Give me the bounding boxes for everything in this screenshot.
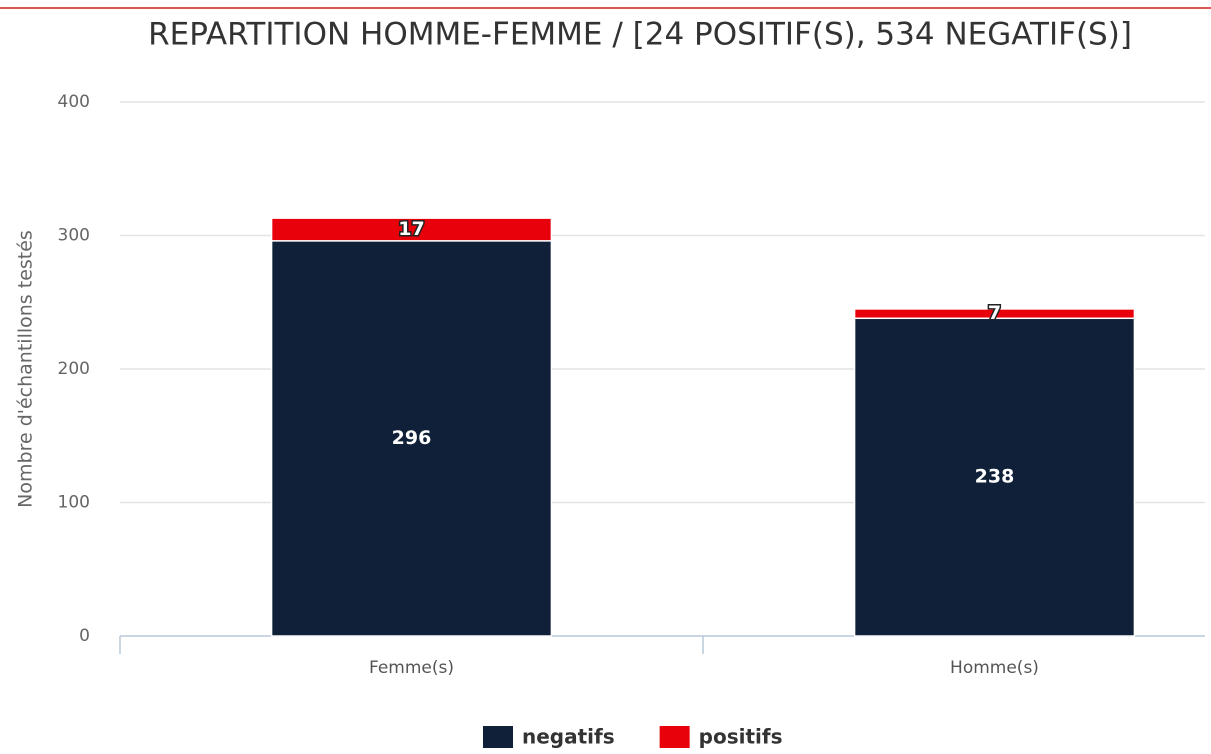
- legend-swatch: [483, 726, 513, 748]
- y-tick-label: 400: [58, 92, 90, 112]
- legend-label: negatifs: [522, 725, 615, 749]
- bar-segment: [853, 308, 1136, 320]
- data-label: 296: [392, 427, 432, 449]
- chart-title: REPARTITION HOMME-FEMME / [24 POSITIF(S)…: [148, 17, 1132, 53]
- legend-swatch: [659, 726, 690, 748]
- y-tick-label: 200: [58, 359, 90, 379]
- x-tick-label: Homme(s): [950, 658, 1039, 678]
- bar-segment: [270, 217, 553, 242]
- y-tick-label: 100: [58, 493, 90, 513]
- bar-segment: [270, 240, 553, 637]
- x-tick-label: Femme(s): [369, 658, 454, 678]
- data-label: 238: [975, 466, 1015, 488]
- y-tick-label: 0: [79, 626, 90, 646]
- y-tick-label: 300: [58, 226, 90, 246]
- bar-segment: [853, 317, 1136, 637]
- legend-label: positifs: [699, 725, 783, 749]
- data-label: 17: [398, 218, 424, 240]
- y-axis-label: Nombre d'échantillons testés: [15, 230, 37, 508]
- data-label: 7: [988, 302, 1001, 324]
